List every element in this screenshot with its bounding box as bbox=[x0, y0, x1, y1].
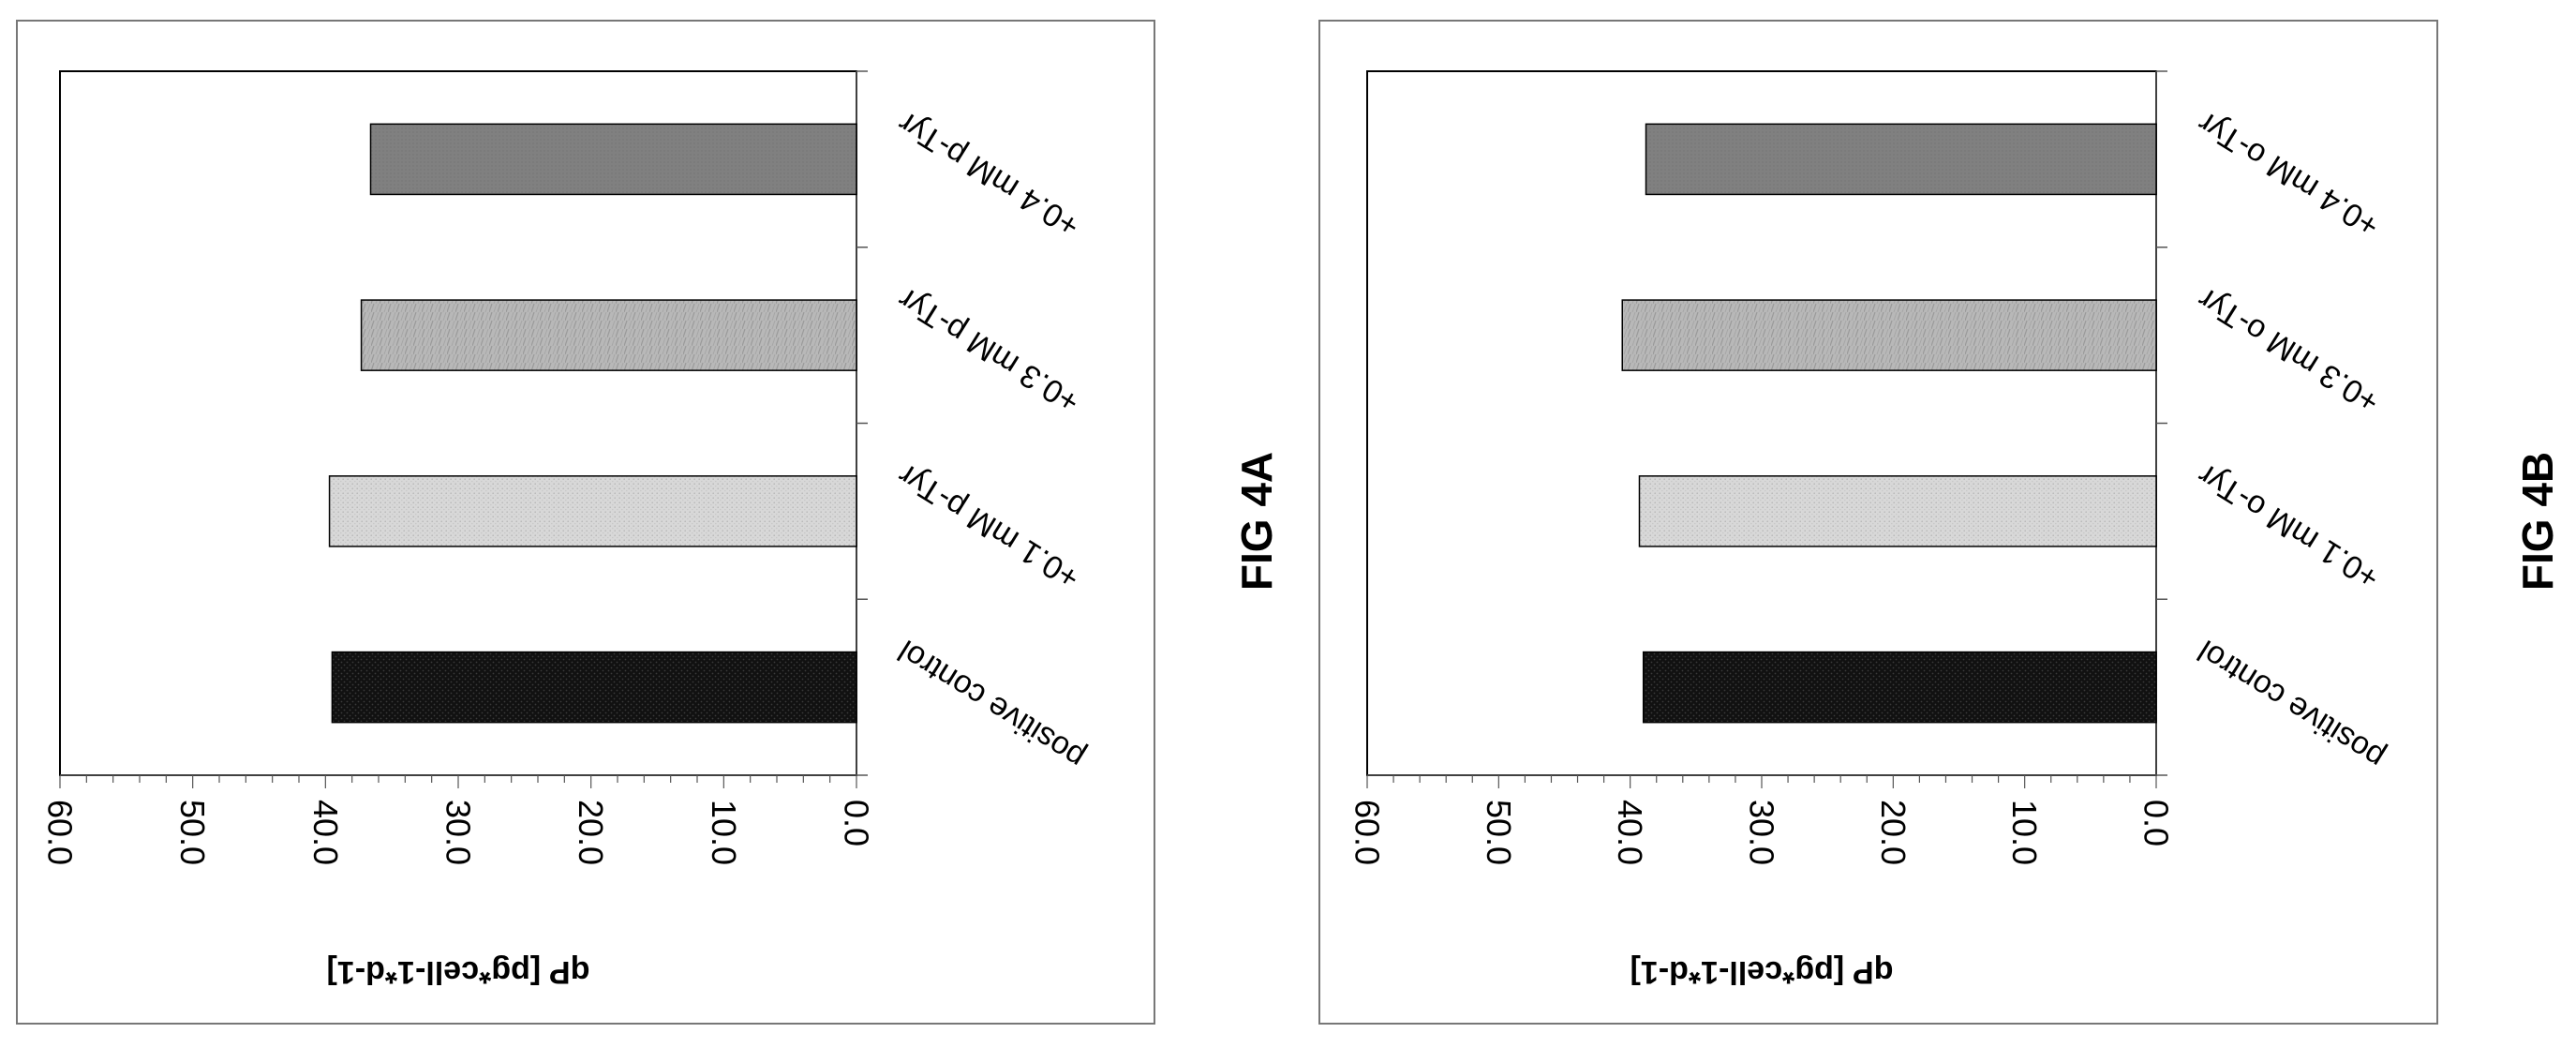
bar bbox=[369, 123, 857, 196]
category-tick-label: positive control bbox=[2192, 633, 2390, 775]
category-tick-label: +0.4 mM p-Tyr bbox=[892, 105, 1086, 245]
bar bbox=[1621, 299, 2157, 371]
value-tick-label: 60.0 bbox=[1348, 800, 1387, 865]
category-tick-label: +0.3 mM p-Tyr bbox=[892, 281, 1086, 421]
figure-4a-caption: FIG 4A bbox=[1232, 452, 1281, 591]
value-tick-label: 20.0 bbox=[1874, 800, 1913, 865]
value-tick-label: 0.0 bbox=[2137, 800, 2176, 846]
value-tick-label: 10.0 bbox=[2005, 800, 2044, 865]
category-tick-label: +0.4 mM o-Tyr bbox=[2192, 105, 2386, 245]
bar bbox=[1642, 651, 2157, 724]
bar bbox=[1645, 123, 2157, 196]
value-tick-label: 10.0 bbox=[705, 800, 743, 865]
value-axis-title: qP [pg*cell-1*d-1] bbox=[327, 954, 590, 990]
value-tick-label: 40.0 bbox=[306, 800, 345, 865]
value-tick-label: 60.0 bbox=[41, 800, 80, 865]
figure-4b-panel: 0.0 10.0 20.0 30.0 40.0 50.0 60.0 positive cont… bbox=[1318, 20, 2438, 1025]
chart-frame bbox=[1318, 20, 2438, 1025]
value-axis-title: qP [pg*cell-1*d-1] bbox=[1630, 954, 1894, 990]
figure-4a-panel: 0.0 10.0 20.0 30.0 40.0 50.0 60.0 positive cont… bbox=[16, 20, 1155, 1025]
value-tick-label: 0.0 bbox=[838, 800, 876, 846]
category-tick-label: positive control bbox=[892, 633, 1091, 775]
value-tick-label: 40.0 bbox=[1611, 800, 1649, 865]
category-tick-label: +0.1 mM p-Tyr bbox=[892, 457, 1086, 596]
value-tick-label: 50.0 bbox=[173, 800, 212, 865]
category-tick-label: +0.3 mM o-Tyr bbox=[2192, 281, 2386, 421]
value-tick-label: 30.0 bbox=[439, 800, 478, 865]
value-tick-label: 30.0 bbox=[1743, 800, 1781, 865]
figure-4b-caption: FIG 4B bbox=[2513, 452, 2562, 591]
bar bbox=[360, 299, 857, 371]
bar bbox=[331, 651, 857, 724]
chart-frame bbox=[16, 20, 1155, 1025]
bar bbox=[1638, 475, 2157, 547]
value-tick-label: 20.0 bbox=[572, 800, 610, 865]
value-tick-label: 50.0 bbox=[1480, 800, 1518, 865]
category-tick-label: +0.1 mM o-Tyr bbox=[2192, 457, 2386, 596]
bar bbox=[328, 475, 857, 547]
